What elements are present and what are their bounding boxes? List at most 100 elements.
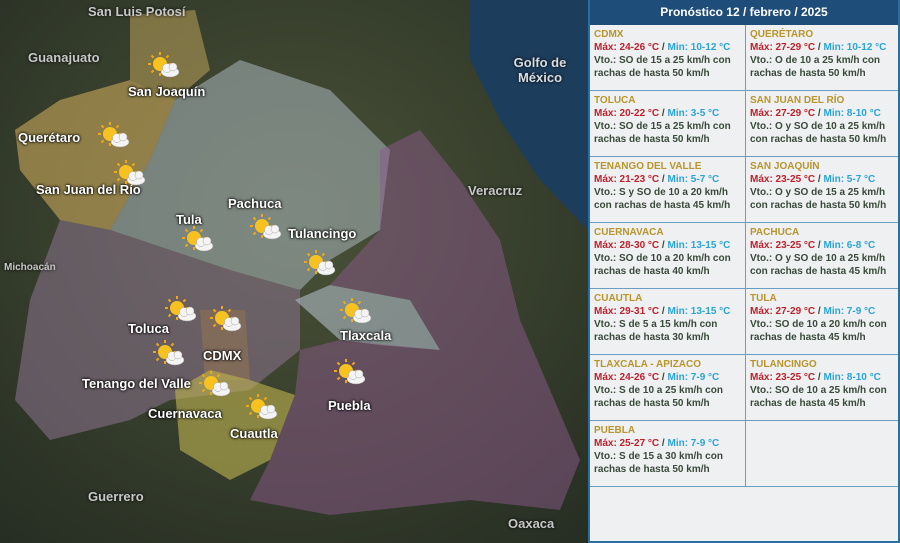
sun-behind-cloud-icon <box>197 371 231 399</box>
region-label: Oaxaca <box>508 516 555 531</box>
sun-behind-cloud-icon <box>151 340 185 368</box>
max-temp: Máx: 27-29 °C <box>750 42 816 53</box>
forecast-card: PUEBLA Máx: 25-27 °C / Min: 7-9 °C Vto.: S… <box>590 421 746 487</box>
sun-behind-cloud-icon <box>302 250 336 278</box>
wind-text: Vto.: O de 10 a 25 km/h con rachas de ha… <box>750 55 881 79</box>
wind-text: Vto.: SO de 15 a 25 km/h con rachas de h… <box>594 121 731 145</box>
region-label: Guanajuato <box>28 50 100 65</box>
region-label: San Luis Potosí <box>88 4 186 19</box>
forecast-card: CUERNAVACA Máx: 28-30 °C / Min: 13-15 °C V… <box>590 223 746 289</box>
city-name: PUEBLA <box>594 425 636 436</box>
sun-behind-cloud-icon <box>112 160 146 188</box>
region-label: Michoacán <box>4 262 56 273</box>
wind-text: Vto.: SO de 10 a 20 km/h con rachas de h… <box>750 319 887 343</box>
city-label: Cuautla <box>230 426 278 441</box>
wind-text: Vto.: S y SO de 10 a 20 km/h con rachas … <box>594 187 731 211</box>
forecast-card: CDMX Máx: 24-26 °C / Min: 10-12 °C Vto.: S… <box>590 25 746 91</box>
wind-text: Vto.: S de 15 a 30 km/h con rachas de ha… <box>594 451 723 475</box>
max-temp: Máx: 23-25 °C <box>750 240 816 251</box>
city-name: CDMX <box>594 29 624 40</box>
region-morelos <box>175 370 295 480</box>
forecast-card: SAN JUAN DEL RÍO Máx: 27-29 °C / Min: 8-1… <box>746 91 898 157</box>
max-temp: Máx: 29-31 °C <box>594 306 660 317</box>
empty-cell <box>746 421 898 487</box>
forecast-card: TULA Máx: 27-29 °C / Min: 7-9 °C Vto.: SO … <box>746 289 898 355</box>
region-label: Golfo de México <box>513 55 567 85</box>
sun-behind-cloud-icon <box>163 296 197 324</box>
min-temp: Min: 5-7 °C <box>667 174 720 185</box>
wind-text: Vto.: SO de 10 a 20 km/h con rachas de h… <box>594 253 731 277</box>
max-temp: Máx: 23-25 °C <box>750 174 816 185</box>
city-name: PACHUCA <box>750 227 800 238</box>
forecast-panel: Pronóstico 12 / febrero / 2025 CDMX Máx: … <box>588 0 900 543</box>
forecast-card: QUERÉTARO Máx: 27-29 °C / Min: 10-12 °C Vt… <box>746 25 898 91</box>
region-hidalgo <box>110 60 390 290</box>
city-name: TENANGO DEL VALLE <box>594 161 702 172</box>
city-label: Tulancingo <box>288 226 357 241</box>
min-temp: Min: 7-9 °C <box>667 438 720 449</box>
min-temp: Min: 7-9 °C <box>823 306 876 317</box>
city-name: SAN JOAQUÍN <box>750 161 820 172</box>
forecast-card: PACHUCA Máx: 23-25 °C / Min: 6-8 °C Vto.: … <box>746 223 898 289</box>
city-label: Pachuca <box>228 196 282 211</box>
city-name: TLAXCALA - APIZACO <box>594 359 702 370</box>
sun-behind-cloud-icon <box>208 306 242 334</box>
sun-behind-cloud-icon <box>146 52 180 80</box>
forecast-card: TLAXCALA - APIZACO Máx: 24-26 °C / Min: 7… <box>590 355 746 421</box>
forecast-card: TOLUCA Máx: 20-22 °C / Min: 3-5 °C Vto.: S… <box>590 91 746 157</box>
sun-behind-cloud-icon <box>248 214 282 242</box>
city-name: CUAUTLA <box>594 293 643 304</box>
region-label: Veracruz <box>468 183 523 198</box>
min-temp: Min: 10-12 °C <box>823 42 887 53</box>
max-temp: Máx: 24-26 °C <box>594 42 660 53</box>
sun-behind-cloud-icon <box>332 359 366 387</box>
forecast-card: TULANCINGO Máx: 23-25 °C / Min: 8-10 °C Vt… <box>746 355 898 421</box>
city-name: TULANCINGO <box>750 359 817 370</box>
max-temp: Máx: 27-29 °C <box>750 306 816 317</box>
forecast-card: TENANGO DEL VALLE Máx: 21-23 °C / Min: 5-… <box>590 157 746 223</box>
sun-behind-cloud-icon <box>96 122 130 150</box>
panel-title: Pronóstico 12 / febrero / 2025 <box>590 0 898 25</box>
city-label: San Juan del Río <box>36 182 141 197</box>
city-label: CDMX <box>203 348 242 363</box>
region-puebla <box>250 130 580 515</box>
city-name: TOLUCA <box>594 95 636 106</box>
sun-behind-cloud-icon <box>338 298 372 326</box>
sun-behind-cloud-icon <box>180 226 214 254</box>
forecast-card: SAN JOAQUÍN Máx: 23-25 °C / Min: 5-7 °C Vt… <box>746 157 898 223</box>
city-label: Toluca <box>128 321 169 336</box>
wind-text: Vto.: SO de 10 a 25 km/h con rachas de h… <box>750 385 887 409</box>
wind-text: Vto.: O y SO de 10 a 25 km/h con rachas … <box>750 253 887 277</box>
max-temp: Máx: 28-30 °C <box>594 240 660 251</box>
max-temp: Máx: 27-29 °C <box>750 108 816 119</box>
region-san-joaquin <box>130 10 210 100</box>
wind-text: Vto.: SO de 15 a 25 km/h con rachas de h… <box>594 55 731 79</box>
gulf-water <box>470 0 588 230</box>
min-temp: Min: 13-15 °C <box>667 240 731 251</box>
region-label: Guerrero <box>88 489 144 504</box>
city-name: SAN JUAN DEL RÍO <box>750 95 845 106</box>
min-temp: Min: 10-12 °C <box>667 42 731 53</box>
min-temp: Min: 8-10 °C <box>823 372 881 383</box>
max-temp: Máx: 20-22 °C <box>594 108 660 119</box>
city-label: Querétaro <box>18 130 81 145</box>
sun-behind-cloud-icon <box>244 394 278 422</box>
max-temp: Máx: 24-26 °C <box>594 372 660 383</box>
city-label: Tlaxcala <box>340 328 392 343</box>
city-label: Tenango del Valle <box>82 376 191 391</box>
city-name: CUERNAVACA <box>594 227 664 238</box>
min-temp: Min: 7-9 °C <box>667 372 720 383</box>
region-queretaro <box>15 80 175 230</box>
wind-text: Vto.: O y SO de 10 a 25 km/h con rachas … <box>750 121 887 145</box>
min-temp: Min: 5-7 °C <box>823 174 876 185</box>
min-temp: Min: 8-10 °C <box>823 108 881 119</box>
min-temp: Min: 3-5 °C <box>667 108 720 119</box>
max-temp: Máx: 23-25 °C <box>750 372 816 383</box>
wind-text: Vto.: O y SO de 15 a 25 km/h con rachas … <box>750 187 887 211</box>
wind-text: Vto.: S de 10 a 25 km/h con rachas de ha… <box>594 385 723 409</box>
wind-text: Vto.: S de 5 a 15 km/h con rachas de has… <box>594 319 718 343</box>
city-label: Cuernavaca <box>148 406 222 421</box>
weather-map: San Luis Potosí Guanajuato Golfo de Méxi… <box>0 0 588 543</box>
forecast-card: CUAUTLA Máx: 29-31 °C / Min: 13-15 °C Vto.… <box>590 289 746 355</box>
city-label: Tula <box>176 212 202 227</box>
